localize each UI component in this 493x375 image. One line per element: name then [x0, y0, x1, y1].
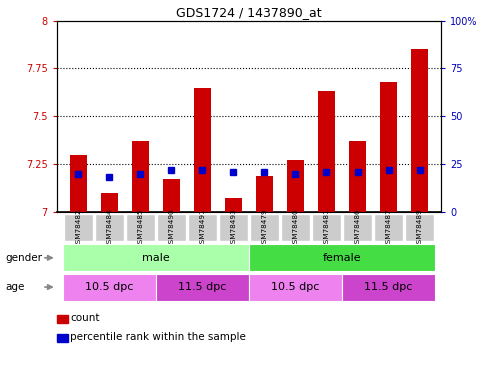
Bar: [101, 193, 118, 212]
Text: GSM78486: GSM78486: [354, 208, 360, 248]
FancyBboxPatch shape: [218, 214, 248, 242]
Text: GSM78491: GSM78491: [200, 208, 206, 248]
Text: GSM78479: GSM78479: [261, 208, 268, 248]
FancyBboxPatch shape: [157, 214, 186, 242]
FancyBboxPatch shape: [312, 214, 341, 242]
FancyBboxPatch shape: [64, 214, 93, 242]
Bar: [287, 160, 304, 212]
Text: age: age: [5, 282, 24, 292]
FancyBboxPatch shape: [374, 214, 403, 242]
Text: male: male: [142, 253, 170, 263]
Text: 11.5 dpc: 11.5 dpc: [178, 282, 227, 292]
Text: female: female: [323, 253, 361, 263]
Bar: [380, 82, 397, 212]
FancyBboxPatch shape: [281, 214, 311, 242]
FancyBboxPatch shape: [187, 214, 217, 242]
Bar: [411, 50, 428, 212]
Bar: [132, 141, 149, 212]
FancyBboxPatch shape: [249, 244, 435, 272]
FancyBboxPatch shape: [63, 274, 156, 301]
FancyBboxPatch shape: [405, 214, 434, 242]
FancyBboxPatch shape: [95, 214, 124, 242]
FancyBboxPatch shape: [126, 214, 155, 242]
Text: count: count: [70, 313, 100, 323]
Text: GSM78489: GSM78489: [417, 208, 423, 248]
FancyBboxPatch shape: [63, 244, 249, 272]
Bar: [225, 198, 242, 212]
FancyBboxPatch shape: [249, 214, 280, 242]
FancyBboxPatch shape: [342, 274, 435, 301]
FancyBboxPatch shape: [249, 274, 342, 301]
Text: 10.5 dpc: 10.5 dpc: [85, 282, 134, 292]
Bar: [318, 92, 335, 212]
Text: percentile rank within the sample: percentile rank within the sample: [70, 332, 246, 342]
Title: GDS1724 / 1437890_at: GDS1724 / 1437890_at: [176, 6, 322, 20]
Text: GSM78487: GSM78487: [386, 208, 391, 248]
Text: GSM78485: GSM78485: [138, 208, 143, 248]
Bar: [163, 179, 180, 212]
Text: gender: gender: [5, 253, 42, 263]
Text: 10.5 dpc: 10.5 dpc: [271, 282, 319, 292]
Text: GSM78484: GSM78484: [106, 208, 112, 248]
Text: GSM78493: GSM78493: [230, 208, 237, 248]
Bar: [256, 176, 273, 212]
Bar: [349, 141, 366, 212]
Text: 11.5 dpc: 11.5 dpc: [364, 282, 413, 292]
Text: GSM78490: GSM78490: [169, 208, 175, 248]
Text: GSM78482: GSM78482: [75, 208, 81, 248]
FancyBboxPatch shape: [156, 274, 249, 301]
FancyBboxPatch shape: [343, 214, 372, 242]
Text: GSM78481: GSM78481: [323, 208, 329, 248]
Bar: [194, 87, 211, 212]
Bar: [70, 154, 87, 212]
Text: GSM78480: GSM78480: [292, 208, 298, 248]
